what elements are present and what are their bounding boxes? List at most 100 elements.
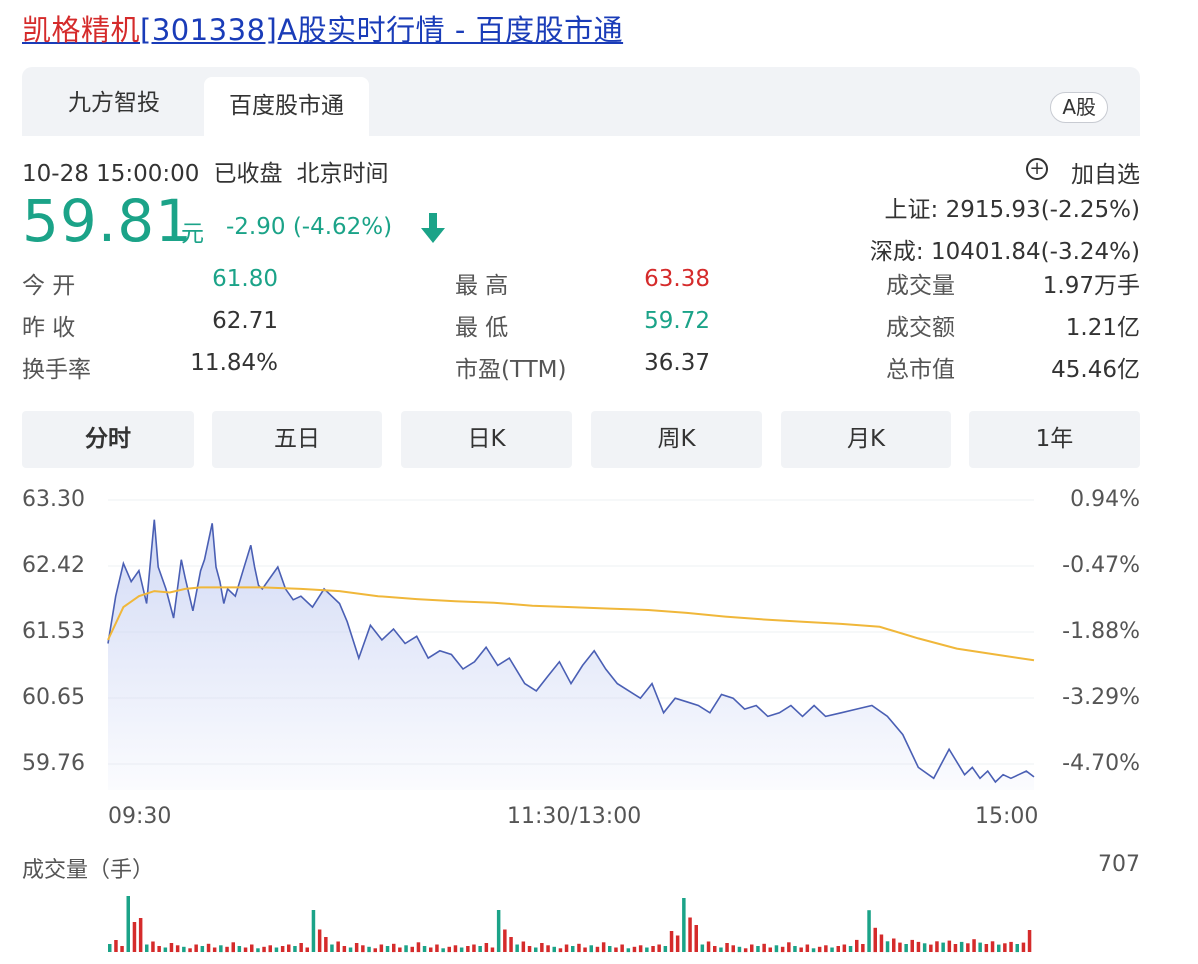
- quote-datetime: 10-28 15:00:00: [22, 161, 200, 187]
- volume-bar: [885, 941, 890, 953]
- stat-high-label: 最 高: [455, 273, 509, 299]
- price-change: -2.90 (-4.62%): [226, 214, 393, 240]
- volume-bar: [194, 944, 198, 952]
- volume-bar: [379, 944, 384, 952]
- intraday-chart[interactable]: [0, 480, 1198, 800]
- volume-bar: [237, 946, 242, 952]
- volume-bar: [225, 946, 229, 953]
- volume-bar: [157, 946, 161, 952]
- y-left-tick: 59.76: [22, 751, 85, 776]
- period-tab-monthly-k[interactable]: 月K: [781, 411, 951, 468]
- volume-bar: [768, 947, 772, 952]
- volume-bar: [787, 942, 791, 953]
- volume-bar: [453, 945, 458, 953]
- volume-bar: [743, 948, 748, 953]
- volume-bar: [416, 942, 421, 953]
- volume-bar: [805, 944, 810, 952]
- volume-bar: [688, 917, 692, 952]
- volume-bar: [280, 946, 285, 952]
- volume-bar: [478, 946, 482, 952]
- page-title-rest[interactable]: [301338]A股实时行情 - 百度股市通: [140, 13, 624, 47]
- volume-bar: [737, 946, 742, 953]
- stat-prev-close-label: 昨 收: [22, 315, 76, 341]
- volume-bar: [564, 944, 569, 952]
- index-label: 上证:: [884, 197, 939, 223]
- volume-bar: [620, 944, 624, 952]
- volume-bar: [392, 943, 396, 953]
- volume-bar: [824, 945, 828, 953]
- volume-bar: [700, 944, 705, 952]
- tab-jiufang[interactable]: 九方智投: [30, 67, 198, 136]
- volume-bar: [1015, 944, 1019, 953]
- plus-circle-icon[interactable]: +: [1026, 158, 1048, 180]
- volume-bar: [836, 946, 840, 952]
- timezone: 北京时间: [296, 161, 389, 187]
- period-tab-1year[interactable]: 1年: [969, 411, 1140, 468]
- volume-bar: [145, 944, 149, 952]
- volume-bar: [645, 947, 649, 952]
- period-tab-5day[interactable]: 五日: [212, 411, 382, 468]
- volume-bar: [879, 934, 884, 952]
- current-price: 59.81: [22, 187, 194, 255]
- volume-bar: [404, 945, 408, 953]
- volume-bar: [546, 945, 550, 953]
- volume-bar: [262, 946, 266, 953]
- down-arrow-icon: [421, 213, 445, 243]
- volume-bar: [632, 946, 637, 953]
- page-title-link[interactable]: 凯格精机[301338]A股实时行情 - 百度股市通: [22, 10, 623, 50]
- volume-bar: [990, 941, 995, 953]
- volume-bar: [336, 941, 340, 952]
- period-tab-daily-k[interactable]: 日K: [401, 411, 572, 468]
- volume-bar: [682, 898, 686, 952]
- volume-bar: [651, 946, 655, 952]
- volume-bar: [200, 946, 205, 952]
- volume-chart[interactable]: [0, 880, 1198, 964]
- stat-amount-value: 1.21亿: [1065, 315, 1140, 341]
- volume-bar: [750, 944, 754, 952]
- volume-bar: [774, 945, 779, 953]
- y-right-tick: -0.47%: [1062, 553, 1140, 578]
- volume-bar: [916, 941, 921, 952]
- y-left-tick: 63.30: [22, 487, 85, 512]
- stat-low-value: 59.72: [644, 308, 710, 334]
- y-right-tick: 0.94%: [1070, 487, 1140, 512]
- volume-bar: [126, 896, 130, 952]
- volume-bar: [361, 945, 365, 953]
- volume-bar: [521, 941, 526, 952]
- volume-bar: [892, 938, 896, 952]
- volume-bar: [435, 944, 439, 952]
- volume-bar: [151, 941, 155, 952]
- volume-bar: [842, 944, 847, 952]
- volume-bar: [910, 939, 914, 952]
- volume-bar: [830, 947, 834, 952]
- volume-bar: [1009, 941, 1013, 952]
- volume-bar: [459, 947, 464, 952]
- period-tab-intraday[interactable]: 分时: [22, 411, 194, 468]
- volume-bar: [898, 942, 902, 952]
- volume-bar: [929, 944, 933, 952]
- tab-baidu[interactable]: 百度股市通: [204, 77, 369, 136]
- volume-bar: [626, 948, 631, 953]
- stock-name[interactable]: 凯格精机: [22, 13, 141, 47]
- add-watchlist-button[interactable]: 加自选: [1071, 162, 1140, 188]
- volume-bar: [762, 943, 766, 953]
- volume-bar: [713, 946, 717, 952]
- volume-bar: [959, 941, 964, 952]
- stat-market-cap-value: 45.46亿: [1051, 357, 1140, 383]
- volume-bar: [972, 939, 976, 952]
- volume-bar: [114, 940, 118, 952]
- volume-bar: [614, 947, 618, 952]
- stat-volume-label: 成交量: [886, 273, 955, 299]
- volume-bar: [953, 944, 958, 953]
- volume-bar: [472, 944, 476, 952]
- volume-bar: [250, 944, 254, 952]
- volume-title: 成交量（手）: [22, 858, 155, 883]
- volume-bar: [793, 946, 797, 952]
- volume-bar: [731, 945, 735, 953]
- market-badge[interactable]: A股: [1050, 92, 1108, 123]
- volume-bar: [503, 929, 507, 952]
- period-tab-weekly-k[interactable]: 周K: [591, 411, 762, 468]
- volume-bar: [324, 937, 328, 952]
- stat-market-cap-label: 总市值: [886, 357, 955, 383]
- volume-bar: [534, 947, 538, 952]
